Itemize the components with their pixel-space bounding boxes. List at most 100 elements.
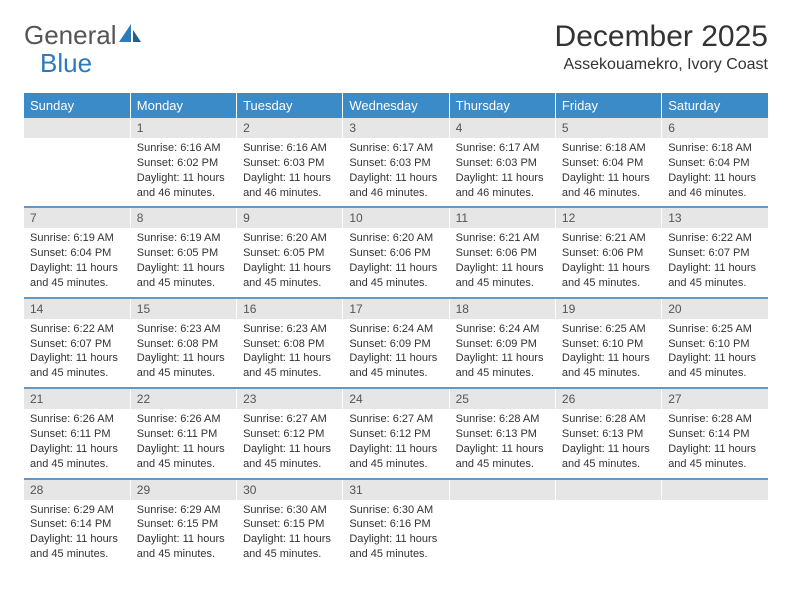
calendar-day-cell: 4Sunrise: 6:17 AMSunset: 6:03 PMDaylight…	[449, 118, 555, 207]
sunset-text: Sunset: 6:03 PM	[456, 156, 549, 171]
day-details: Sunrise: 6:22 AMSunset: 6:07 PMDaylight:…	[662, 228, 768, 296]
day-details: Sunrise: 6:26 AMSunset: 6:11 PMDaylight:…	[131, 409, 236, 477]
calendar-day-cell: 20Sunrise: 6:25 AMSunset: 6:10 PMDayligh…	[662, 298, 768, 388]
day-number: 6	[662, 118, 768, 138]
calendar-day-cell: 17Sunrise: 6:24 AMSunset: 6:09 PMDayligh…	[343, 298, 449, 388]
day-header: Saturday	[662, 93, 768, 118]
day-details: Sunrise: 6:16 AMSunset: 6:03 PMDaylight:…	[237, 138, 342, 206]
day-number: 14	[24, 299, 130, 319]
day-details: Sunrise: 6:28 AMSunset: 6:13 PMDaylight:…	[450, 409, 555, 477]
calendar-table: Sunday Monday Tuesday Wednesday Thursday…	[24, 93, 768, 568]
daylight-text: Daylight: 11 hours and 46 minutes.	[137, 171, 230, 201]
calendar-day-cell: 14Sunrise: 6:22 AMSunset: 6:07 PMDayligh…	[24, 298, 130, 388]
calendar-day-cell	[662, 479, 768, 568]
sunrise-text: Sunrise: 6:21 AM	[562, 231, 655, 246]
day-number: 25	[450, 389, 555, 409]
sunrise-text: Sunrise: 6:23 AM	[137, 322, 230, 337]
daylight-text: Daylight: 11 hours and 45 minutes.	[137, 351, 230, 381]
calendar-day-cell: 19Sunrise: 6:25 AMSunset: 6:10 PMDayligh…	[555, 298, 661, 388]
day-number: 5	[556, 118, 661, 138]
day-number: 19	[556, 299, 661, 319]
calendar-day-cell: 26Sunrise: 6:28 AMSunset: 6:13 PMDayligh…	[555, 388, 661, 478]
location: Assekouamekro, Ivory Coast	[555, 56, 768, 74]
day-number: 20	[662, 299, 768, 319]
day-details: Sunrise: 6:16 AMSunset: 6:02 PMDaylight:…	[131, 138, 236, 206]
day-details: Sunrise: 6:20 AMSunset: 6:05 PMDaylight:…	[237, 228, 342, 296]
calendar-day-cell: 13Sunrise: 6:22 AMSunset: 6:07 PMDayligh…	[662, 207, 768, 297]
day-header: Sunday	[24, 93, 130, 118]
sunset-text: Sunset: 6:04 PM	[30, 246, 124, 261]
sunrise-text: Sunrise: 6:22 AM	[30, 322, 124, 337]
day-header: Friday	[555, 93, 661, 118]
day-number: 11	[450, 208, 555, 228]
calendar-week-row: 7Sunrise: 6:19 AMSunset: 6:04 PMDaylight…	[24, 207, 768, 297]
calendar-day-cell: 24Sunrise: 6:27 AMSunset: 6:12 PMDayligh…	[343, 388, 449, 478]
sunset-text: Sunset: 6:14 PM	[30, 517, 124, 532]
sunset-text: Sunset: 6:08 PM	[137, 337, 230, 352]
daylight-text: Daylight: 11 hours and 45 minutes.	[349, 532, 442, 562]
day-number: 15	[131, 299, 236, 319]
day-number	[24, 118, 130, 138]
calendar-day-cell: 7Sunrise: 6:19 AMSunset: 6:04 PMDaylight…	[24, 207, 130, 297]
calendar-day-cell: 31Sunrise: 6:30 AMSunset: 6:16 PMDayligh…	[343, 479, 449, 568]
sunrise-text: Sunrise: 6:29 AM	[30, 503, 124, 518]
calendar-day-cell: 27Sunrise: 6:28 AMSunset: 6:14 PMDayligh…	[662, 388, 768, 478]
sunset-text: Sunset: 6:06 PM	[456, 246, 549, 261]
sunrise-text: Sunrise: 6:21 AM	[456, 231, 549, 246]
day-number: 9	[237, 208, 342, 228]
sunrise-text: Sunrise: 6:22 AM	[668, 231, 762, 246]
sunrise-text: Sunrise: 6:26 AM	[30, 412, 124, 427]
day-details: Sunrise: 6:19 AMSunset: 6:04 PMDaylight:…	[24, 228, 130, 296]
sunset-text: Sunset: 6:13 PM	[562, 427, 655, 442]
day-details: Sunrise: 6:23 AMSunset: 6:08 PMDaylight:…	[131, 319, 236, 387]
daylight-text: Daylight: 11 hours and 46 minutes.	[668, 171, 762, 201]
sunset-text: Sunset: 6:05 PM	[243, 246, 336, 261]
calendar-day-cell	[555, 479, 661, 568]
sunset-text: Sunset: 6:16 PM	[349, 517, 442, 532]
sunrise-text: Sunrise: 6:18 AM	[562, 141, 655, 156]
day-header: Thursday	[449, 93, 555, 118]
day-details: Sunrise: 6:24 AMSunset: 6:09 PMDaylight:…	[450, 319, 555, 387]
calendar-day-cell: 3Sunrise: 6:17 AMSunset: 6:03 PMDaylight…	[343, 118, 449, 207]
calendar-day-cell: 21Sunrise: 6:26 AMSunset: 6:11 PMDayligh…	[24, 388, 130, 478]
day-details: Sunrise: 6:17 AMSunset: 6:03 PMDaylight:…	[343, 138, 448, 206]
calendar-day-cell: 10Sunrise: 6:20 AMSunset: 6:06 PMDayligh…	[343, 207, 449, 297]
day-number: 3	[343, 118, 448, 138]
day-number	[450, 480, 555, 500]
sunset-text: Sunset: 6:11 PM	[137, 427, 230, 442]
daylight-text: Daylight: 11 hours and 45 minutes.	[668, 442, 762, 472]
sunset-text: Sunset: 6:15 PM	[243, 517, 336, 532]
day-number: 1	[131, 118, 236, 138]
day-details: Sunrise: 6:28 AMSunset: 6:14 PMDaylight:…	[662, 409, 768, 477]
day-number: 23	[237, 389, 342, 409]
logo-blue-text: Blue	[40, 48, 92, 79]
calendar-day-cell: 22Sunrise: 6:26 AMSunset: 6:11 PMDayligh…	[130, 388, 236, 478]
daylight-text: Daylight: 11 hours and 46 minutes.	[243, 171, 336, 201]
sunset-text: Sunset: 6:13 PM	[456, 427, 549, 442]
sunset-text: Sunset: 6:10 PM	[562, 337, 655, 352]
day-details: Sunrise: 6:18 AMSunset: 6:04 PMDaylight:…	[556, 138, 661, 206]
day-number: 26	[556, 389, 661, 409]
day-details: Sunrise: 6:25 AMSunset: 6:10 PMDaylight:…	[662, 319, 768, 387]
sunrise-text: Sunrise: 6:18 AM	[668, 141, 762, 156]
day-details: Sunrise: 6:30 AMSunset: 6:15 PMDaylight:…	[237, 500, 342, 568]
day-number: 28	[24, 480, 130, 500]
sunrise-text: Sunrise: 6:20 AM	[349, 231, 442, 246]
logo-text-general: General	[24, 20, 117, 51]
sunset-text: Sunset: 6:06 PM	[562, 246, 655, 261]
calendar-day-cell: 18Sunrise: 6:24 AMSunset: 6:09 PMDayligh…	[449, 298, 555, 388]
day-number: 13	[662, 208, 768, 228]
daylight-text: Daylight: 11 hours and 45 minutes.	[349, 261, 442, 291]
day-number	[556, 480, 661, 500]
calendar-day-cell: 9Sunrise: 6:20 AMSunset: 6:05 PMDaylight…	[237, 207, 343, 297]
calendar-day-cell: 16Sunrise: 6:23 AMSunset: 6:08 PMDayligh…	[237, 298, 343, 388]
calendar-day-cell: 11Sunrise: 6:21 AMSunset: 6:06 PMDayligh…	[449, 207, 555, 297]
sunrise-text: Sunrise: 6:19 AM	[30, 231, 124, 246]
day-details: Sunrise: 6:29 AMSunset: 6:15 PMDaylight:…	[131, 500, 236, 568]
daylight-text: Daylight: 11 hours and 46 minutes.	[562, 171, 655, 201]
sunrise-text: Sunrise: 6:24 AM	[456, 322, 549, 337]
day-number: 8	[131, 208, 236, 228]
sunset-text: Sunset: 6:04 PM	[668, 156, 762, 171]
sunrise-text: Sunrise: 6:28 AM	[456, 412, 549, 427]
sunrise-text: Sunrise: 6:25 AM	[562, 322, 655, 337]
